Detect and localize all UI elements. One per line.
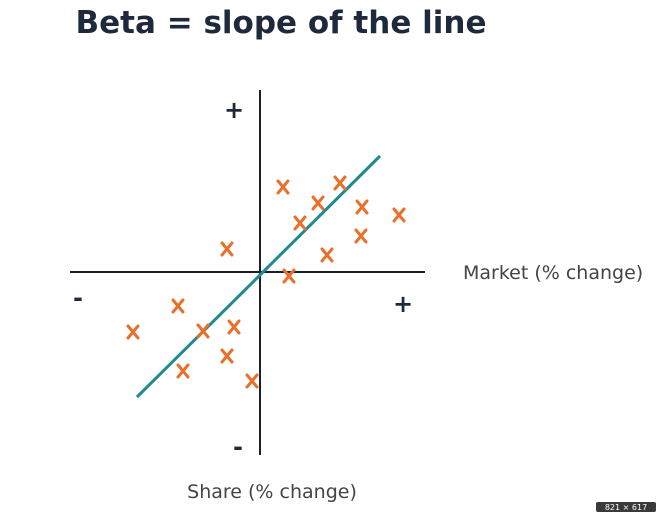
y-minus: -	[233, 433, 243, 461]
title: Beta = slope of the line	[76, 5, 487, 41]
badge-bg	[596, 502, 656, 512]
data-points	[126, 175, 406, 389]
y-plus: +	[224, 96, 244, 124]
regression-line	[135, 154, 382, 399]
x-plus: +	[393, 290, 413, 318]
x-label: Market (% change)	[463, 262, 643, 284]
y-label: Share (% change)	[187, 481, 357, 503]
badge: 821 × 617	[605, 503, 647, 512]
x-minus: -	[73, 284, 83, 312]
